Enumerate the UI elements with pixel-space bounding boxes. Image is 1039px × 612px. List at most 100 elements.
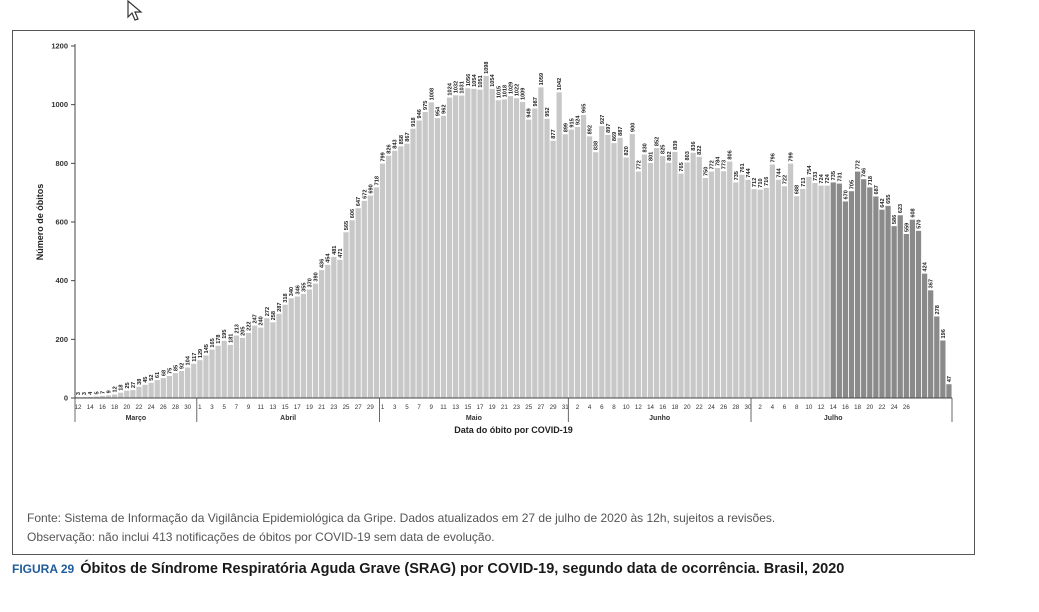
bar-value-label: 690 — [368, 184, 374, 193]
bar — [854, 171, 861, 398]
bar-value-label: 949 — [527, 108, 533, 117]
bar-value-label: 724 — [819, 173, 825, 183]
bar-value-label: 744 — [746, 168, 752, 178]
bar — [526, 119, 532, 399]
x-tick-label: 8 — [612, 404, 616, 411]
bar-value-label: 47 — [947, 376, 953, 382]
bar-value-label: 1029 — [508, 82, 514, 94]
y-tick-label: 0 — [64, 394, 68, 403]
bar — [903, 234, 909, 398]
y-axis-title: Número de óbitos — [35, 184, 45, 261]
mouse-pointer-icon — [127, 0, 147, 22]
bar-value-label: 272 — [265, 307, 271, 316]
x-tick-label: 27 — [355, 404, 362, 411]
bar — [477, 89, 483, 398]
bar — [343, 232, 349, 398]
x-tick-label: 10 — [805, 404, 812, 411]
bar — [459, 95, 465, 398]
bar — [160, 378, 166, 398]
bar — [258, 327, 264, 398]
bar — [909, 219, 916, 398]
x-tick-label: 12 — [75, 404, 82, 411]
x-tick-label: 6 — [600, 404, 604, 411]
bar-value-label: 18 — [119, 384, 125, 390]
bar — [282, 304, 288, 398]
bar — [556, 92, 562, 398]
bar — [361, 200, 367, 398]
bar-value-label: 735 — [831, 171, 837, 180]
bar — [873, 196, 879, 398]
bar — [775, 179, 782, 398]
bar — [227, 344, 233, 398]
bar — [507, 96, 514, 398]
bar — [641, 154, 648, 398]
bar — [708, 171, 715, 398]
x-tick-label: 11 — [440, 404, 447, 411]
bar-value-label: 7 — [100, 391, 106, 394]
bar-value-label: 799 — [381, 152, 387, 161]
x-tick-label: 27 — [537, 404, 544, 411]
bar-value-label: 843 — [393, 139, 399, 148]
x-tick-label: 28 — [732, 404, 739, 411]
bar — [410, 128, 416, 398]
bar-value-label: 68 — [161, 370, 167, 376]
bar — [660, 156, 666, 398]
x-tick-label: 2 — [758, 404, 762, 411]
bar — [166, 376, 173, 398]
bar — [751, 189, 757, 398]
bar — [142, 384, 148, 398]
y-tick-label: 1200 — [51, 42, 68, 51]
x-axis-title: Data do óbito por COVID-19 — [454, 425, 573, 435]
bar-value-label: 454 — [326, 253, 332, 263]
x-tick-label: 3 — [210, 404, 214, 411]
bar-value-label: 642 — [880, 198, 886, 207]
bar — [99, 395, 106, 398]
bar-value-label: 687 — [874, 185, 880, 194]
bar-value-label: 927 — [600, 115, 606, 124]
x-tick-label: 29 — [550, 404, 557, 411]
bar-value-label: 1098 — [484, 61, 490, 73]
x-tick-label: 20 — [123, 404, 130, 411]
bar-value-label: 258 — [271, 311, 277, 320]
month-label: Março — [126, 415, 147, 422]
bar-value-label: 826 — [387, 144, 393, 153]
y-tick-label: 400 — [55, 276, 68, 285]
bar — [897, 215, 903, 398]
bar-value-label: 181 — [228, 334, 234, 343]
bar-value-label: 129 — [198, 349, 204, 358]
bar-value-label: 975 — [423, 101, 429, 110]
x-tick-label: 13 — [269, 404, 276, 411]
bar-value-label: 606 — [350, 209, 356, 218]
bar-value-label: 647 — [356, 197, 362, 206]
bar-value-label: 705 — [850, 180, 856, 189]
bar — [745, 179, 751, 398]
bar-value-label: 92 — [180, 363, 186, 369]
x-tick-label: 30 — [184, 404, 191, 411]
bar — [568, 129, 574, 398]
bar — [118, 392, 124, 398]
bar-value-label: 722 — [783, 175, 789, 184]
bar — [124, 390, 130, 398]
bar-value-label: 1032 — [454, 81, 460, 93]
bar-value-label: 672 — [362, 190, 368, 199]
bar — [830, 182, 836, 398]
bar — [934, 316, 940, 398]
bar-value-label: 965 — [582, 104, 588, 113]
x-tick-label: 21 — [501, 404, 508, 411]
bar — [587, 136, 593, 398]
bar — [136, 386, 142, 398]
bar-value-label: 733 — [813, 172, 819, 181]
bar-value-label: 670 — [843, 190, 849, 199]
bar — [367, 195, 373, 398]
bar — [921, 273, 928, 398]
bar — [349, 220, 355, 398]
bar-value-label: 716 — [764, 177, 770, 186]
bar-value-label: 1042 — [557, 78, 563, 90]
bar-value-label: 1024 — [448, 82, 454, 95]
bar-value-label: 822 — [697, 146, 703, 155]
bar — [824, 185, 830, 398]
bar — [763, 187, 769, 398]
bar-value-label: 355 — [301, 283, 307, 292]
month-label: Maio — [466, 415, 482, 422]
bar — [306, 289, 313, 398]
